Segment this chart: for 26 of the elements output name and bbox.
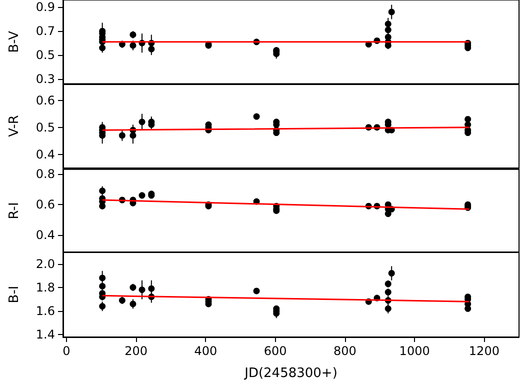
y-tick-label: 0.3 [36, 72, 55, 86]
x-tick-label: 600 [264, 344, 287, 358]
x-tick-label: 200 [124, 344, 148, 358]
y-tick-label: 2.0 [36, 256, 55, 271]
y-tick-label: 1.4 [36, 328, 55, 342]
y-tick-label: 0.5 [36, 120, 55, 134]
y-tick-label: 0.4 [36, 228, 55, 242]
x-tick-label: 1000 [399, 344, 430, 358]
x-axis-title: JD(2458300+) [244, 366, 338, 381]
y-axis-title: R-I [7, 202, 22, 220]
y-tick-label: 0.6 [36, 93, 55, 108]
x-tick-label: 0 [62, 344, 70, 358]
y-tick-label: 1.8 [36, 280, 55, 294]
y-tick-label: 0.7 [36, 24, 55, 38]
y-axis-title: B-V [7, 30, 22, 53]
x-tick-label: 400 [194, 344, 218, 358]
x-tick-label: 1200 [468, 344, 500, 358]
y-axis-title: V-R [7, 115, 22, 137]
x-tick-label: 800 [334, 344, 356, 358]
y-tick-label: 0.5 [36, 48, 55, 62]
y-tick-label: 0.8 [36, 167, 55, 181]
y-tick-label: 1.6 [36, 304, 55, 318]
y-tick-label: 0.4 [36, 147, 55, 162]
y-tick-label: 0.6 [36, 198, 55, 212]
y-tick-label: 0.9 [36, 0, 55, 14]
y-axis-title: B-I [7, 286, 22, 304]
